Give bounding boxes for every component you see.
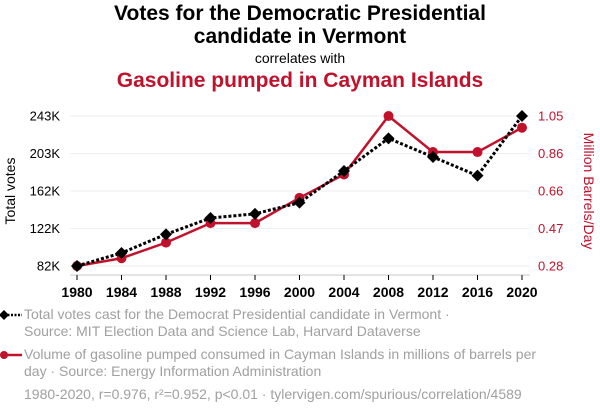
series-gasoline-point bbox=[250, 218, 260, 229]
chart-title-line1: Votes for the Democratic Presidential bbox=[114, 2, 486, 25]
legend-marker-black-diamond-icon bbox=[0, 310, 22, 320]
legend-text-votes-line2: Source: MIT Election Data and Science La… bbox=[24, 323, 421, 339]
y-right-tick-label: 1.05 bbox=[538, 109, 563, 124]
legend-text-gasoline-line1: Volume of gasoline pumped consumed in Ca… bbox=[24, 346, 537, 362]
legend-item-votes: Total votes cast for the Democrat Presid… bbox=[0, 306, 584, 340]
y-right-tick-label: 0.66 bbox=[538, 184, 563, 199]
y-axis-right: 0.28 0.47 0.66 0.86 1.05 bbox=[538, 109, 563, 274]
x-tick-label: 1992 bbox=[195, 284, 226, 300]
y-axis-left-label: Total votes bbox=[2, 158, 18, 225]
y-right-tick-label: 0.86 bbox=[538, 146, 563, 161]
series-gasoline-point bbox=[383, 111, 394, 121]
x-tick-label: 2004 bbox=[328, 284, 359, 300]
y-axis-left: 82K 122K 162K 203K 243K bbox=[30, 109, 61, 274]
series-votes-point bbox=[115, 246, 128, 259]
y-right-tick-label: 0.28 bbox=[538, 259, 563, 274]
y-right-tick-label: 0.47 bbox=[538, 221, 563, 236]
x-tick-label: 2012 bbox=[417, 284, 448, 300]
series-group bbox=[71, 110, 528, 272]
gridlines bbox=[70, 115, 530, 267]
y-axis-right-label: Million Barrels/Day bbox=[581, 133, 597, 250]
series-votes-point bbox=[338, 164, 350, 177]
x-tick-label: 1980 bbox=[61, 284, 92, 300]
chart-title-line2: candidate in Vermont bbox=[193, 25, 407, 48]
series-gasoline-point bbox=[161, 237, 171, 248]
series-gasoline-point bbox=[472, 147, 483, 158]
series-votes-point bbox=[382, 132, 395, 145]
chart-subtitle: correlates with bbox=[254, 50, 346, 66]
x-tick-label: 2020 bbox=[506, 284, 537, 300]
y-left-tick-label: 203K bbox=[30, 146, 61, 161]
chart-title2: Gasoline pumped in Cayman Islands bbox=[116, 69, 484, 92]
x-tick-label: 1984 bbox=[106, 284, 137, 300]
x-tick-label: 2008 bbox=[373, 284, 404, 300]
x-tick-label: 1988 bbox=[150, 284, 181, 300]
series-votes-point bbox=[204, 212, 217, 225]
legend-text-votes-line1: Total votes cast for the Democrat Presid… bbox=[24, 306, 450, 322]
series-votes-point bbox=[160, 228, 172, 241]
legend-item-gasoline: Volume of gasoline pumped consumed in Ca… bbox=[0, 346, 584, 380]
y-left-tick-label: 122K bbox=[30, 221, 61, 236]
y-left-tick-label: 162K bbox=[30, 184, 61, 199]
series-votes-point bbox=[516, 110, 528, 122]
series-votes-point bbox=[471, 169, 484, 182]
footer-stats: 1980-2020, r=0.976, r²=0.952, p<0.01 · t… bbox=[24, 386, 522, 402]
y-left-tick-label: 243K bbox=[30, 109, 61, 124]
series-votes-point bbox=[249, 207, 261, 220]
x-axis: 1980 1984 1988 1992 1996 2000 2004 2008 2012 2016… bbox=[61, 274, 538, 300]
legend-text-gasoline-line2: day · Source: Energy Information Adminis… bbox=[24, 363, 322, 379]
x-tick-label: 1996 bbox=[239, 284, 270, 300]
series-votes-point bbox=[293, 196, 306, 209]
series-votes-point bbox=[71, 260, 83, 272]
legend-marker-red-circle-icon bbox=[0, 351, 22, 359]
x-tick-label: 2000 bbox=[284, 284, 315, 300]
x-tick-label: 2016 bbox=[462, 284, 493, 300]
chart-title: Votes for the Democratic Presidential ca… bbox=[0, 2, 600, 48]
series-votes-point bbox=[427, 150, 439, 163]
y-left-tick-label: 82K bbox=[37, 259, 60, 274]
series-gasoline-point bbox=[517, 122, 527, 133]
